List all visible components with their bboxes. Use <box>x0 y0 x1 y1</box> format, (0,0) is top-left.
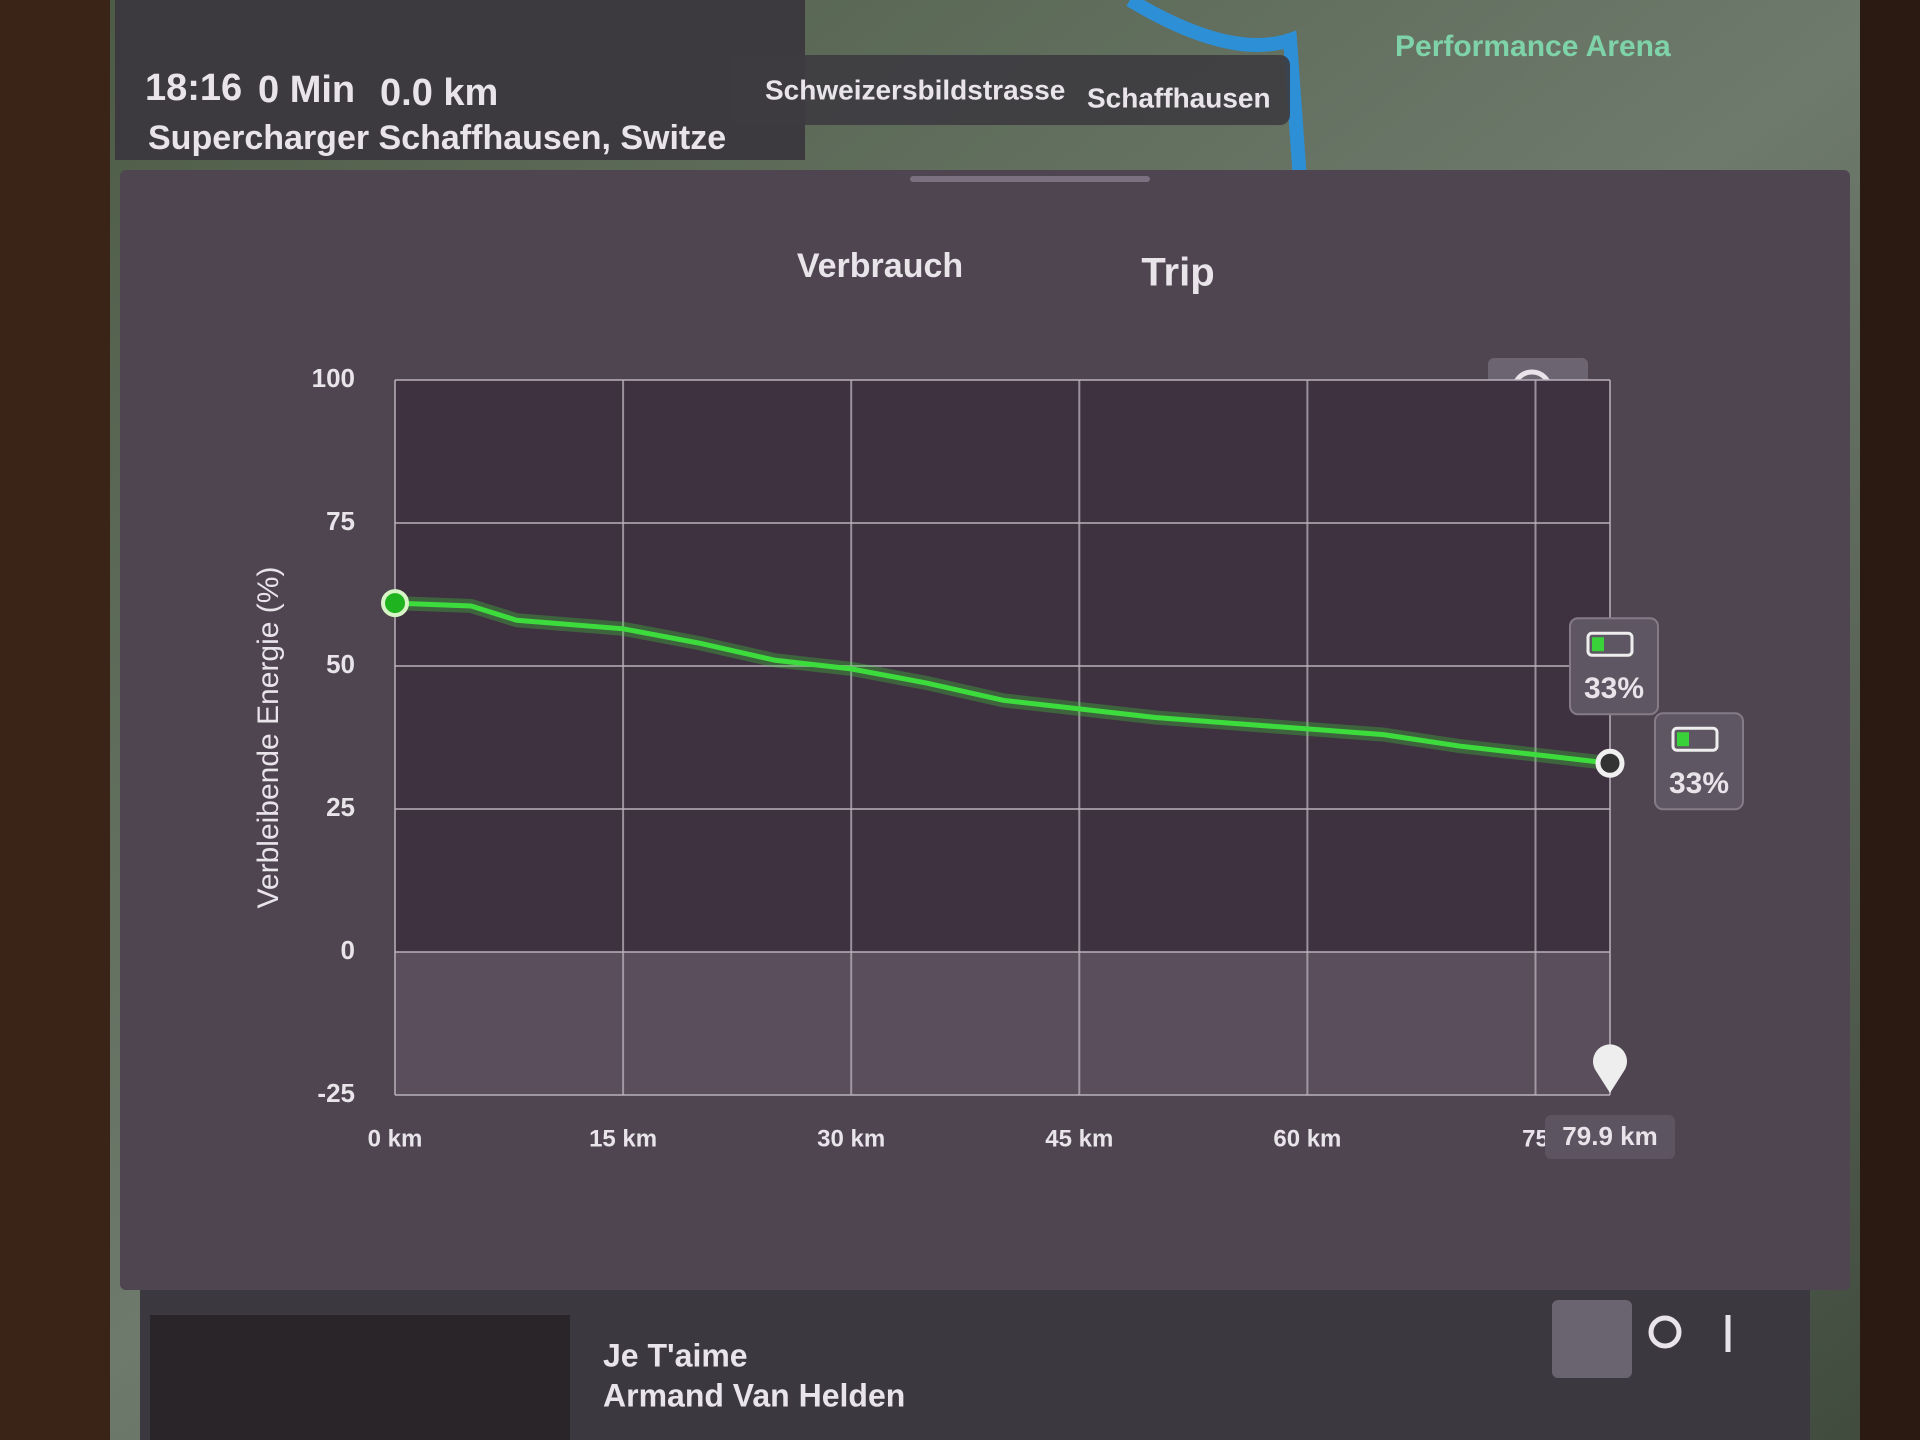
y-tick-label: -25 <box>317 1078 355 1108</box>
tab[interactable]: Verbrauch <box>797 247 963 285</box>
x-tick-label: 45 km <box>1045 1125 1113 1152</box>
series-line <box>394 600 1611 766</box>
search-button[interactable] <box>1648 1315 1682 1349</box>
poi-label: Performance Arena <box>1395 30 1671 63</box>
chart: 100 75 50 25 0 -25 0 km 15 km 30 km 45 km 60 km 75 V… <box>252 363 1744 1159</box>
y-tick-label: 100 <box>312 363 355 393</box>
battery-label: 33% <box>1669 767 1729 800</box>
route-line <box>1126 0 1307 181</box>
y-axis-label: Verbleibende Energie (%) <box>252 567 285 909</box>
battery-label: 33% <box>1584 672 1644 705</box>
drag-handle <box>910 176 1150 182</box>
plot-area-negative <box>395 952 1610 1095</box>
x-tick-label: 0 km <box>368 1125 423 1152</box>
nav-duration: 0 Min <box>258 69 355 111</box>
y-tick-label: 50 <box>326 649 355 679</box>
x-tick-label: 15 km <box>589 1125 657 1152</box>
media-artist: Armand Van Helden <box>603 1377 905 1413</box>
tab-active[interactable]: Trip <box>1141 251 1214 295</box>
nav-card <box>115 0 805 160</box>
bezel-right <box>1860 0 1920 1440</box>
x-tick-label: 30 km <box>817 1125 885 1152</box>
street-name: Schweizersbildstrasse <box>765 74 1065 105</box>
album-art <box>150 1315 570 1440</box>
street-pill <box>730 55 1290 125</box>
x-tick-label: 75 <box>1522 1125 1549 1152</box>
y-tick-label: 25 <box>326 792 355 822</box>
end-marker-pill <box>1545 1115 1675 1159</box>
battery-icon <box>1586 631 1634 657</box>
end-marker-label: 79.9 km <box>1562 1121 1657 1151</box>
nav-time: 18:16 <box>145 67 242 109</box>
y-tick-label: 75 <box>326 506 355 536</box>
nav-destination: Supercharger Schaffhausen, Switze <box>148 119 726 157</box>
battery-icon <box>1671 726 1719 752</box>
start-point <box>381 589 409 618</box>
battery-level <box>1592 637 1604 652</box>
destination-pin <box>1593 1044 1627 1093</box>
y-tick-label: 0 <box>341 935 355 965</box>
battery-level <box>1677 732 1689 747</box>
city-name: Schaffhausen <box>1087 82 1271 113</box>
media-title: Je T'aime <box>603 1337 748 1373</box>
end-point <box>1595 748 1625 778</box>
nav-distance: 0.0 km <box>380 72 498 114</box>
x-tick-label: 60 km <box>1273 1125 1341 1152</box>
bezel-left <box>0 0 110 1440</box>
queue-button[interactable] <box>1552 1300 1632 1378</box>
